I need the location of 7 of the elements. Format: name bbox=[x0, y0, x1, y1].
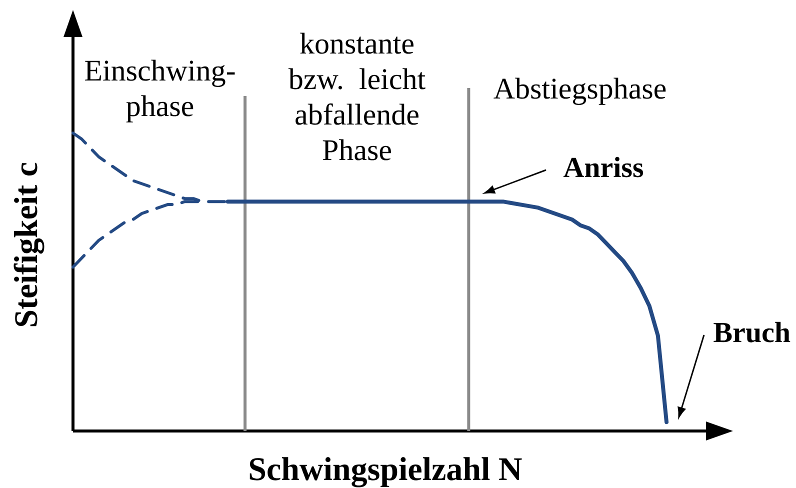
text: Bruch bbox=[714, 322, 790, 342]
text: Abstiegsphase bbox=[494, 78, 666, 105]
y-axis-title: Steifigkeit c bbox=[14, 162, 44, 326]
x-axis-title: Schwingspielzahl N bbox=[250, 457, 522, 488]
annotation: Anriss bbox=[563, 156, 644, 178]
text: Einschwing-phase bbox=[85, 60, 235, 122]
annotation: konstante bzw. leicht abfallende Phase bbox=[288, 32, 426, 160]
